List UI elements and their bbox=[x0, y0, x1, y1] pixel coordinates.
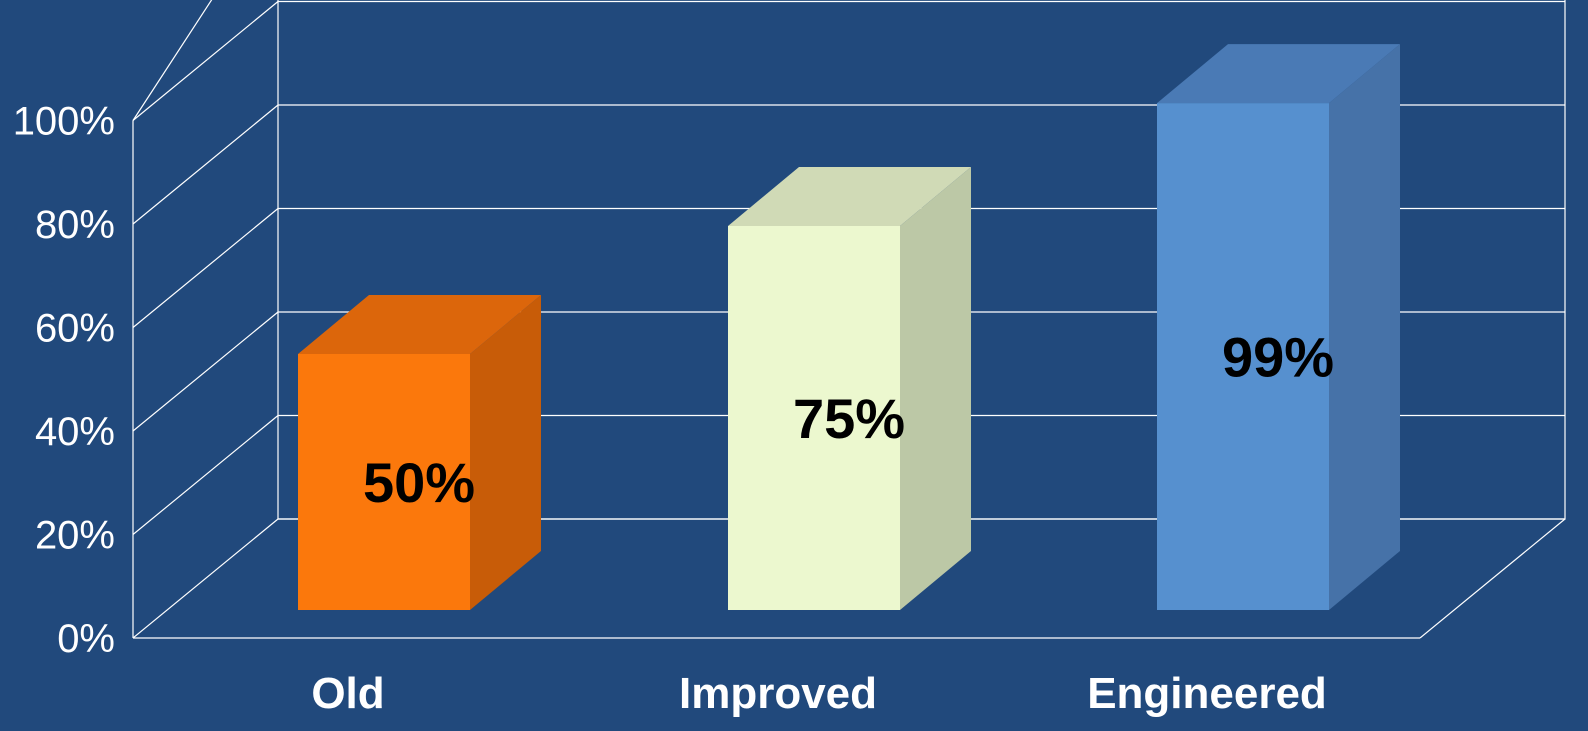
y-tick-label: 60% bbox=[35, 307, 115, 351]
bar-top-face bbox=[728, 167, 971, 226]
bar-side-face bbox=[900, 167, 971, 610]
bar-top-face bbox=[298, 295, 541, 354]
bar-improved bbox=[728, 167, 971, 610]
bar-side-face bbox=[1329, 44, 1400, 611]
y-tick-label: 80% bbox=[35, 203, 115, 247]
bar-engineered bbox=[1157, 44, 1400, 611]
floor-right-edge bbox=[1419, 518, 1566, 639]
x-tick-label: Old bbox=[311, 669, 384, 718]
bar-front-face bbox=[298, 354, 470, 610]
side-gridline bbox=[132, 518, 279, 639]
side-gridline bbox=[132, 104, 279, 225]
x-axis-labels: Old Improved Engineered bbox=[311, 669, 1326, 718]
side-gridline bbox=[132, 311, 279, 432]
side-gridline bbox=[132, 208, 279, 328]
x-tick-label: Improved bbox=[679, 669, 877, 718]
data-labels: 50% 75% 99% bbox=[363, 326, 1334, 514]
data-label: 99% bbox=[1222, 326, 1334, 389]
side-gridline bbox=[132, 415, 279, 535]
y-tick-label: 20% bbox=[35, 514, 115, 558]
y-tick-label: 0% bbox=[57, 617, 115, 661]
data-label: 50% bbox=[363, 451, 475, 514]
y-tick-label: 40% bbox=[35, 410, 115, 454]
y-axis-labels: 0% 20% 40% 60% 80% 100% bbox=[13, 100, 115, 662]
data-label: 75% bbox=[793, 387, 905, 450]
side-gridline bbox=[132, 1, 279, 121]
bar-side-face bbox=[470, 295, 541, 610]
y-tick-label: 100% bbox=[13, 100, 115, 144]
bar-top-face bbox=[1157, 44, 1400, 104]
bar-old bbox=[298, 295, 541, 610]
bar-front-face bbox=[728, 226, 900, 610]
chart-bars bbox=[298, 44, 1400, 611]
bar-front-face bbox=[1157, 103, 1329, 611]
x-tick-label: Engineered bbox=[1087, 669, 1327, 718]
left-wall-top-diagonal bbox=[132, 0, 213, 121]
